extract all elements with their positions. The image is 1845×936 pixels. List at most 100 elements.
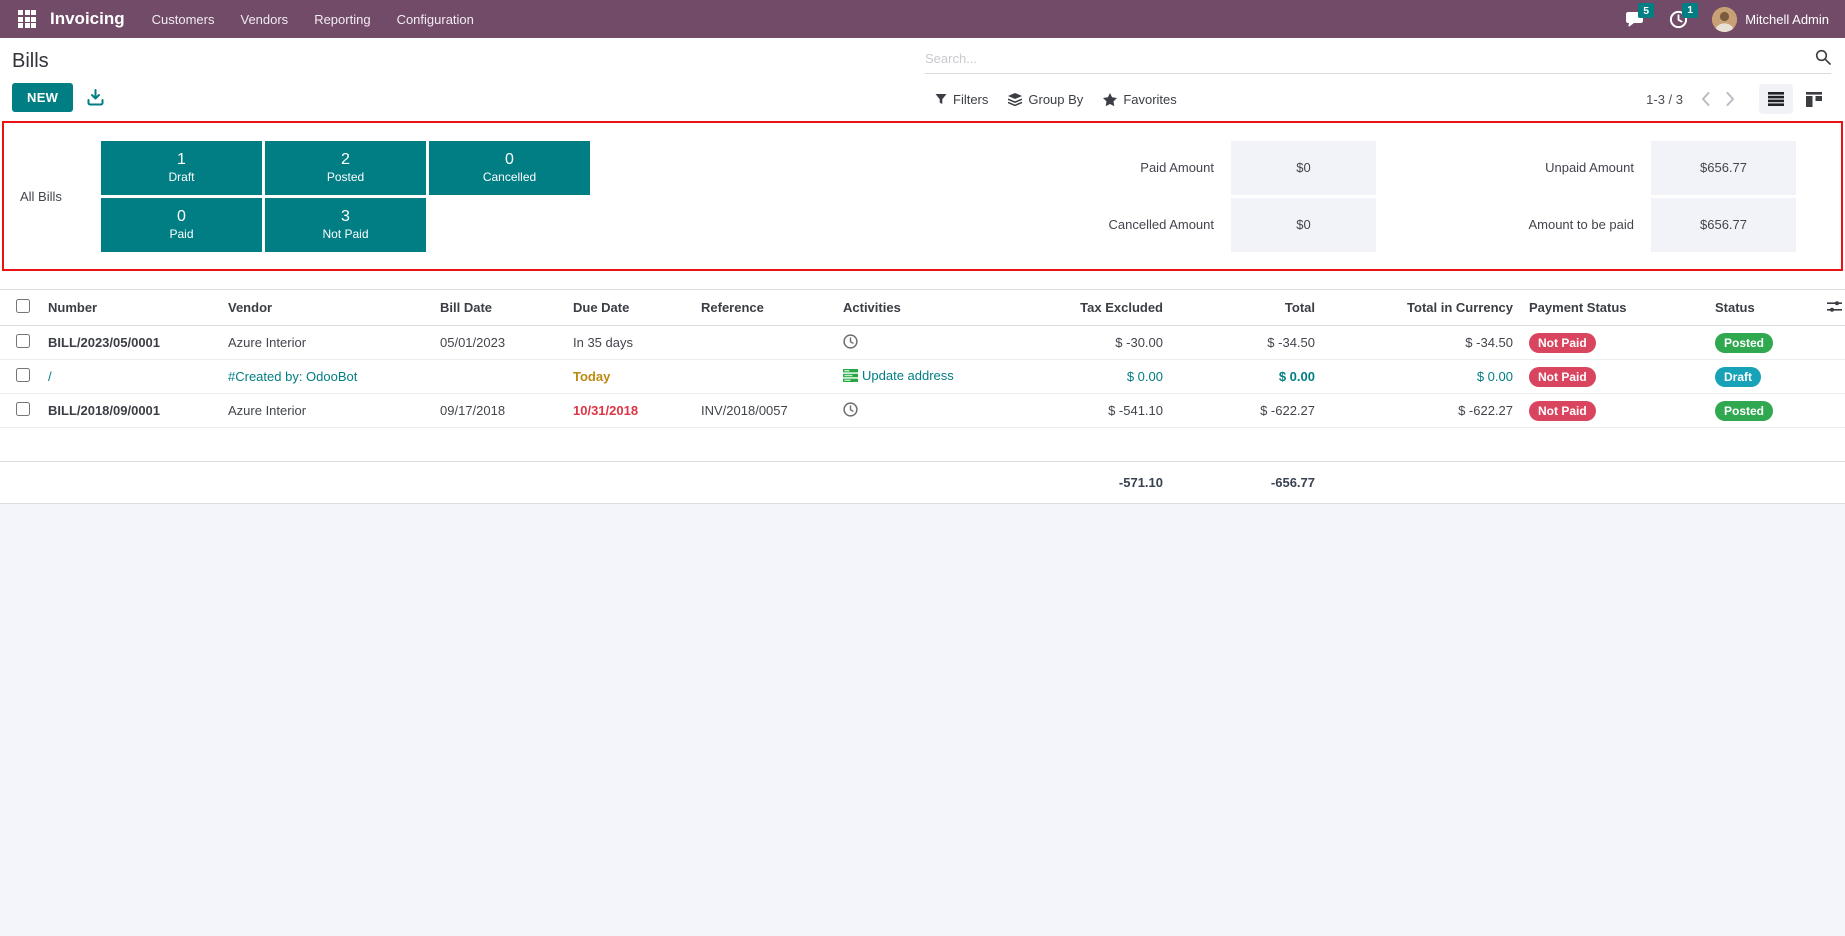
cell-activities[interactable] [835,325,987,360]
export-icon [87,89,104,106]
pager: 1-3 / 3 [1646,84,1831,114]
col-payment-status[interactable]: Payment Status [1521,289,1707,326]
amount-to-be-paid-label: Amount to be paid [1528,217,1634,232]
table-row[interactable]: / #Created by: OdooBot Today Update addr… [0,359,1845,394]
bills-dashboard-highlight: All Bills 1 Draft 2 Posted 0 Cancelled 0… [2,121,1843,271]
cell-total: $ 0.00 [1171,359,1323,394]
col-bill-date[interactable]: Bill Date [432,289,565,326]
tile-draft[interactable]: 1 Draft [101,140,262,195]
empty-row [0,427,1845,462]
top-navbar: Invoicing Customers Vendors Reporting Co… [0,0,1845,38]
activity-clock-icon [843,333,858,349]
menu-configuration[interactable]: Configuration [396,11,474,27]
cancelled-amount-label: Cancelled Amount [1108,217,1214,232]
col-due-date[interactable]: Due Date [565,289,693,326]
cell-reference [693,325,835,360]
row-checkbox[interactable] [16,334,30,348]
apps-grid-icon [18,10,36,28]
status-tiles: 1 Draft 2 Posted 0 Cancelled 0 Paid 3 No… [101,140,590,252]
tile-draft-label: Draft [168,170,195,184]
tile-paid[interactable]: 0 Paid [101,197,262,252]
status-badge: Draft [1715,366,1762,387]
cell-reference: INV/2018/0057 [693,393,835,428]
col-vendor[interactable]: Vendor [220,289,432,326]
amount-to-be-paid-value: $656.77 [1651,197,1796,252]
payment-status-badge: Not Paid [1529,400,1596,421]
list-view-button[interactable] [1759,84,1793,114]
col-total-in-currency[interactable]: Total in Currency [1323,289,1521,326]
pager-next-button[interactable] [1720,90,1741,108]
paid-amount-label: Paid Amount [1140,160,1214,175]
menu-vendors[interactable]: Vendors [240,11,289,27]
col-status[interactable]: Status [1707,289,1819,326]
export-button[interactable] [87,89,104,106]
user-avatar [1712,6,1738,32]
dashboard-group-label: All Bills [20,188,62,204]
tile-paid-label: Paid [169,227,194,241]
menu-reporting[interactable]: Reporting [314,11,371,27]
kanban-view-button[interactable] [1797,84,1831,114]
activities-button[interactable]: 1 [1669,2,1699,29]
table-row[interactable]: BILL/2018/09/0001 Azure Interior 09/17/2… [0,393,1845,428]
view-switcher [1759,84,1831,114]
table-row[interactable]: BILL/2023/05/0001 Azure Interior 05/01/2… [0,325,1845,360]
row-checkbox[interactable] [16,368,30,382]
cell-tax-excluded: $ -30.00 [987,325,1171,360]
tile-not-paid-count: 3 [341,208,350,225]
filters-button[interactable]: Filters [925,88,998,111]
cell-total: $ -622.27 [1171,393,1323,428]
col-number[interactable]: Number [40,289,220,326]
filters-label: Filters [953,91,989,107]
cell-reference [693,359,835,394]
control-panel: Bills NEW Filters Group By [0,38,1845,121]
amount-to-be-paid-pair: Amount to be paid $656.77 [1376,197,1796,252]
col-total[interactable]: Total [1171,289,1323,326]
search-icon [1815,49,1831,65]
select-all-checkbox[interactable] [16,299,30,313]
footer-tax-excluded-sum: -571.10 [987,461,1171,504]
app-name[interactable]: Invoicing [50,9,125,28]
optional-columns-button[interactable] [1819,289,1845,326]
cell-activities[interactable] [835,393,987,428]
search-input[interactable] [925,51,1815,66]
activity-link[interactable]: Update address [843,368,954,383]
activity-label: Update address [862,368,954,383]
payment-status-badge: Not Paid [1529,366,1596,387]
cell-total: $ -34.50 [1171,325,1323,360]
group-by-button[interactable]: Group By [998,88,1093,111]
optional-columns-icon [1827,300,1842,312]
favorites-star-icon [1103,92,1118,106]
main-menu: Customers Vendors Reporting Configuratio… [139,0,487,38]
messages-button[interactable]: 5 [1625,3,1655,28]
menu-customers[interactable]: Customers [151,11,215,27]
pager-previous-button[interactable] [1695,90,1716,108]
cell-activities[interactable]: Update address [835,359,987,394]
col-tax-excluded[interactable]: Tax Excluded [987,289,1171,326]
content-background [0,504,1845,936]
row-checkbox[interactable] [16,402,30,416]
cell-tax-excluded: $ -541.10 [987,393,1171,428]
favorites-button[interactable]: Favorites [1093,88,1186,111]
new-button[interactable]: NEW [12,83,74,112]
cell-vendor: #Created by: OdooBot [220,359,432,394]
activities-clock-icon [1670,10,1688,28]
apps-menu-button[interactable] [12,4,42,34]
footer-total-sum: -656.77 [1171,461,1323,504]
search-facets: Filters Group By Favorites 1-3 / 3 [925,84,1831,114]
group-by-label: Group By [1028,91,1084,107]
tile-not-paid[interactable]: 3 Not Paid [265,197,426,252]
cell-total-in-currency: $ -622.27 [1323,393,1521,428]
col-activities[interactable]: Activities [835,289,987,326]
tile-posted[interactable]: 2 Posted [265,140,426,195]
tile-cancelled[interactable]: 0 Cancelled [429,140,590,195]
activities-count-badge: 1 [1682,2,1699,18]
tile-cancelled-count: 0 [505,151,514,168]
cell-number: BILL/2018/09/0001 [40,393,220,428]
col-reference[interactable]: Reference [693,289,835,326]
filter-icon [935,94,947,104]
search-panel: Filters Group By Favorites 1-3 / 3 [925,44,1831,114]
search-button[interactable] [1815,49,1831,68]
group-by-icon [1008,92,1023,106]
user-menu[interactable]: Mitchell Admin [1712,6,1829,32]
